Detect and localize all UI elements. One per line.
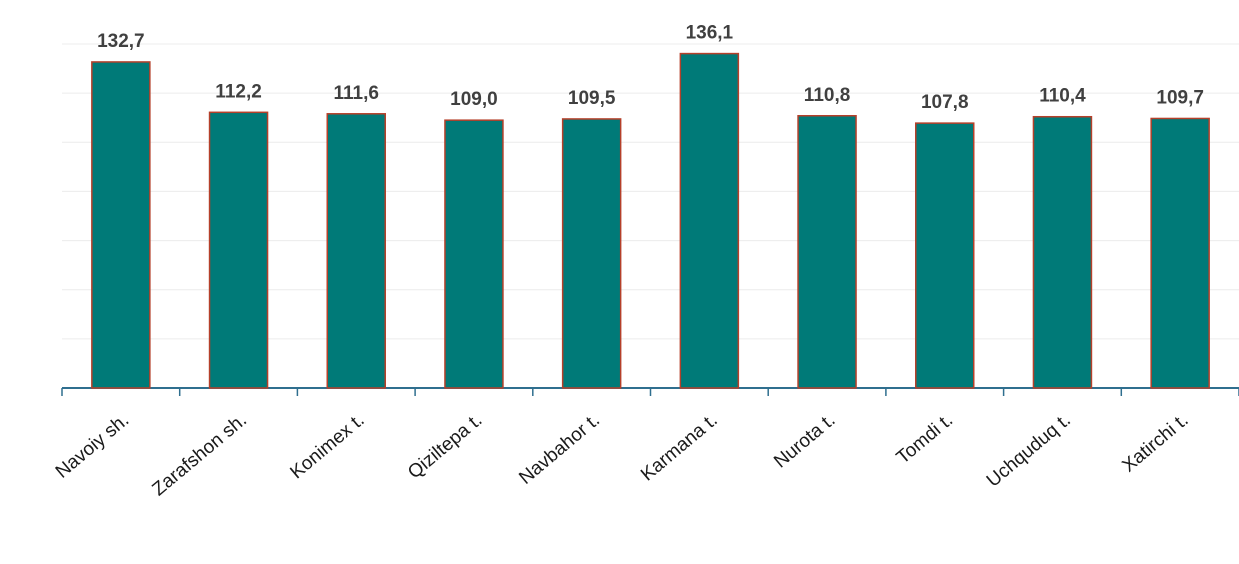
x-tick-label: Navbahor t.: [515, 410, 604, 489]
bar: [1032, 115, 1093, 389]
bar: [208, 111, 269, 389]
value-label: 110,4: [1039, 86, 1086, 107]
value-label: 136,1: [686, 23, 734, 44]
x-tick-label: Zarafshon sh.: [148, 410, 250, 501]
bar: [326, 113, 386, 389]
x-tick-label: Nurota t.: [770, 410, 839, 473]
x-tick-label: Uchquduq t.: [983, 410, 1075, 492]
value-label: 112,2: [215, 81, 262, 102]
x-tick-label: Tomdi t.: [893, 410, 957, 469]
bar: [91, 61, 151, 389]
bar: [1150, 117, 1210, 389]
x-tick-label: Konimex t.: [286, 410, 368, 484]
value-label: 111,6: [334, 83, 379, 104]
value-label: 109,0: [450, 89, 498, 110]
x-tick-label: Qiziltepa t.: [404, 410, 486, 484]
bar: [915, 122, 975, 389]
value-label: 110,8: [804, 85, 851, 106]
value-label: 109,5: [568, 88, 616, 109]
x-tick-label: Xatirchi t.: [1118, 410, 1192, 477]
bar: [561, 118, 622, 389]
bar: [444, 119, 504, 389]
value-label: 107,8: [921, 92, 969, 113]
value-label: 132,7: [97, 31, 145, 52]
x-tick-label: Karmana t.: [637, 410, 722, 486]
bar: [797, 114, 857, 389]
bar: [679, 52, 740, 389]
value-label: 109,7: [1156, 87, 1204, 108]
x-tick-label: Navoiy sh.: [52, 410, 133, 483]
